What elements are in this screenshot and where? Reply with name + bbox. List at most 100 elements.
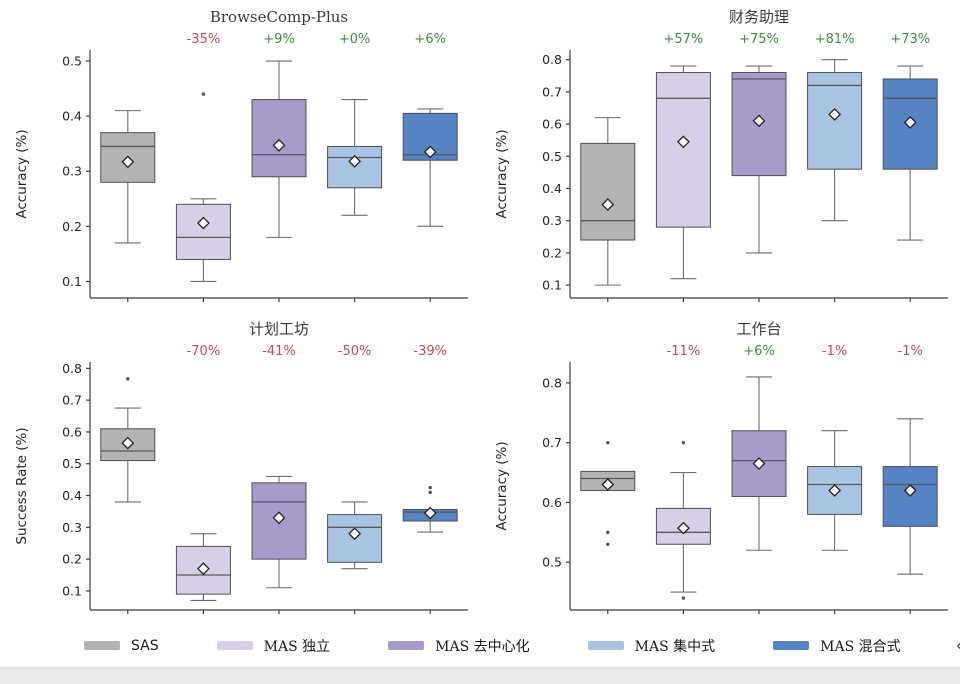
box-group-2 [251, 60, 307, 302]
mean-diamond-icon [348, 527, 362, 541]
y-tick-label: 0.6 [62, 424, 82, 439]
y-tick-label: 0.7 [542, 435, 562, 450]
mean-diamond-icon [601, 478, 615, 491]
mas-independent-color-swatch [216, 641, 253, 651]
pct-annotation: +0% [339, 32, 371, 47]
mean-diamond-icon [196, 562, 210, 576]
page-bottom-strip [0, 667, 960, 684]
sas-color-swatch [84, 641, 120, 651]
box-group-2 [251, 475, 307, 614]
mean-diamond-icon [828, 484, 842, 497]
mean-diamond-icon [956, 638, 960, 653]
y-tick-label: 0.2 [62, 552, 82, 567]
y-tick-label: 0.3 [542, 213, 562, 228]
box-group-0 [580, 440, 636, 614]
outlier-dot [126, 377, 130, 381]
y-tick-label: 0.3 [62, 164, 82, 179]
outlier-dot [681, 596, 686, 600]
pct-annotation: -39% [413, 344, 447, 359]
pct-annotation: +73% [890, 32, 930, 47]
plot-title: 计划工坊 [249, 320, 309, 338]
mean-diamond-icon [423, 145, 437, 159]
y-tick-label: 0.5 [542, 149, 562, 164]
outlier-dot [201, 92, 206, 96]
subplot-plan-workshop: 计划工坊 -70% -41% -50% -39% 0.1 0.2 0.3 0.4 0.5 0.6 0.… [0, 312, 480, 624]
y-tick-label: 0.8 [542, 375, 562, 390]
y-tick-label: 0.4 [62, 109, 82, 124]
subplot-finance-assistant: 财务助理 +57% +75% +81% +73% 0.1 0.2 0.3 0.4 0.5 0.6 0.… [480, 0, 960, 312]
y-tick-label: 0.2 [542, 245, 562, 260]
box-group-3 [807, 430, 863, 614]
legend-label-mas-independent: MAS 独立 [263, 638, 331, 655]
plot-title: BrowseComp-Plus [210, 8, 348, 26]
box-group-0 [100, 110, 156, 302]
y-tick-label: 0.5 [62, 456, 82, 471]
pct-annotation: +6% [743, 344, 775, 359]
outlier-dot [606, 530, 610, 535]
box-group-4 [882, 65, 938, 302]
boxplot-svg: 计划工坊 -70% -41% -50% -39% 0.1 0.2 0.3 0.4 0.5 0.6 0.… [14, 320, 468, 614]
box [175, 203, 231, 260]
mean-diamond-icon [196, 216, 210, 230]
subplot-workbench: 工作台 -11% +6% -1% -1% 0.5 0.6 0.7 0.8 Accuracy (%) [480, 312, 960, 624]
box [731, 72, 787, 177]
box-group-1 [175, 533, 231, 614]
outlier-dot [606, 542, 610, 546]
box-group-0 [580, 117, 636, 302]
y-tick-label: 0.1 [62, 274, 82, 289]
y-axis-label: Success Rate (%) [14, 427, 30, 544]
y-tick-label: 0.6 [542, 495, 562, 510]
legend-label-sas: SAS [131, 637, 159, 654]
y-tick-label: 0.1 [62, 583, 82, 598]
pct-annotation: +6% [414, 32, 446, 47]
y-axis-label: Accuracy (%) [14, 129, 30, 218]
box-group-1 [175, 92, 231, 302]
mean-diamond-icon [272, 138, 286, 152]
y-tick-label: 0.4 [62, 488, 82, 503]
boxplot-svg: 财务助理 +57% +75% +81% +73% 0.1 0.2 0.3 0.4 0.5 0.6 0.… [494, 8, 948, 302]
outlier-dot [606, 440, 610, 445]
box [175, 545, 231, 595]
box-group-1 [655, 65, 711, 302]
mean-diamond-icon [272, 511, 286, 525]
pct-annotation: -70% [187, 344, 221, 359]
box [251, 99, 307, 178]
plot-title: 工作台 [736, 320, 781, 338]
mean-diamond-icon [752, 114, 766, 128]
y-axis-label: Accuracy (%) [494, 441, 510, 530]
box [100, 428, 156, 462]
mean-diamond-icon [348, 154, 362, 168]
outlier-dot [428, 485, 432, 490]
y-tick-label: 0.5 [542, 555, 562, 570]
mean-diamond-icon [676, 521, 690, 535]
y-tick-label: 0.8 [542, 52, 562, 67]
mean-diamond-icon [903, 484, 917, 497]
mean-diamond-icon [752, 457, 766, 471]
pct-annotation: -1% [898, 344, 923, 359]
boxplot-svg: BrowseComp-Plus -35% +9% +0% +6% 0.1 0.2 0.3 0.4… [14, 8, 468, 302]
box-group-3 [327, 501, 383, 614]
boxplot-svg: 工作台 -11% +6% -1% -1% 0.5 0.6 0.7 0.8 Accuracy (%) [494, 320, 948, 614]
pct-annotation: +9% [263, 32, 295, 47]
y-tick-label: 0.1 [542, 278, 562, 293]
mean-diamond-icon [828, 107, 842, 121]
box-group-1 [655, 440, 711, 614]
y-tick-label: 0.2 [62, 219, 82, 234]
y-tick-label: 0.5 [62, 54, 82, 69]
legend-item-mas-centralized: MAS 集中式 [587, 636, 715, 656]
pct-annotation: -1% [822, 344, 847, 359]
box-group-3 [327, 99, 383, 302]
legend: SAS MAS 独立 MAS 去中心化 MAS 集中式 MAS 混合式 Mean [0, 624, 960, 667]
pct-annotation: +81% [815, 32, 855, 47]
pct-annotation: +75% [739, 32, 779, 47]
mas-hybrid-color-swatch [773, 641, 810, 651]
box [580, 142, 636, 241]
box [655, 72, 711, 228]
box-group-0 [100, 377, 156, 614]
mean-diamond-icon [121, 436, 135, 450]
mas-centralized-color-swatch [587, 641, 624, 651]
y-tick-label: 0.6 [542, 117, 562, 132]
plot-title: 财务助理 [729, 8, 789, 26]
box-group-2 [731, 65, 787, 302]
